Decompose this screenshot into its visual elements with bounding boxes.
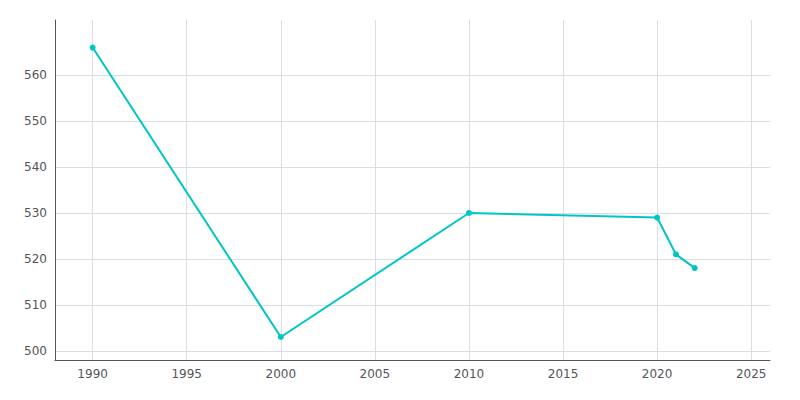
svg-text:2010: 2010 — [454, 367, 485, 381]
svg-text:520: 520 — [24, 252, 47, 266]
svg-text:510: 510 — [24, 298, 47, 312]
svg-text:540: 540 — [24, 160, 47, 174]
svg-text:1995: 1995 — [171, 367, 202, 381]
svg-text:2020: 2020 — [642, 367, 673, 381]
svg-text:2025: 2025 — [736, 367, 767, 381]
svg-text:530: 530 — [24, 206, 47, 220]
svg-text:1990: 1990 — [77, 367, 108, 381]
svg-text:500: 500 — [24, 344, 47, 358]
svg-text:2000: 2000 — [266, 367, 297, 381]
svg-text:550: 550 — [24, 114, 47, 128]
svg-text:2005: 2005 — [360, 367, 391, 381]
svg-text:2015: 2015 — [548, 367, 579, 381]
svg-text:560: 560 — [24, 68, 47, 82]
